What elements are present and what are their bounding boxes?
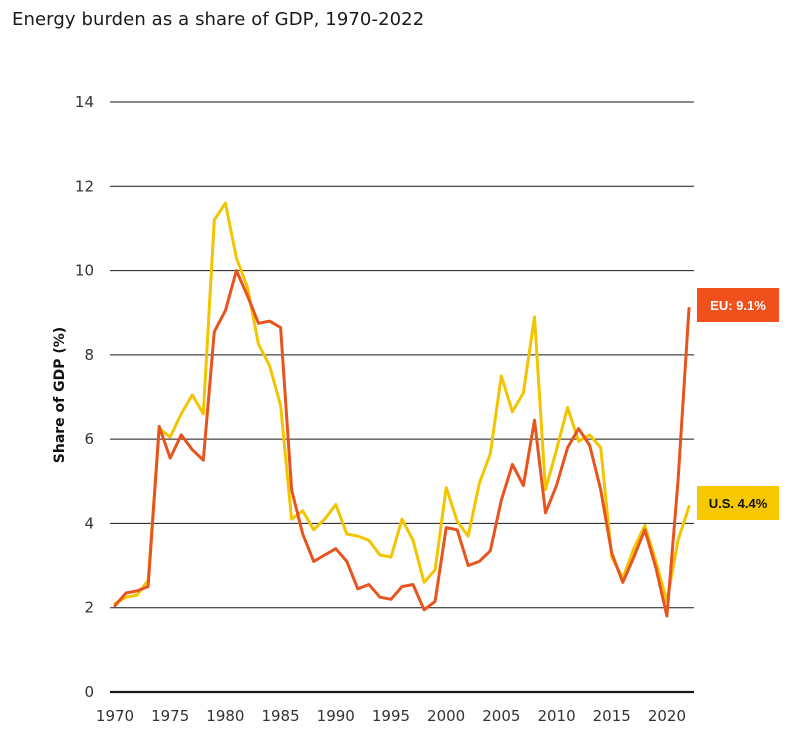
x-tick-label: 1985 (261, 707, 299, 725)
x-tick-label: 2010 (537, 707, 575, 725)
series-line-eu (113, 269, 691, 618)
x-tick-label: 1980 (206, 707, 244, 725)
y-tick-label: 12 (75, 177, 94, 195)
grid-lines (110, 101, 694, 694)
y-tick-label: 6 (84, 430, 94, 448)
x-tick-label: 1970 (96, 707, 134, 725)
x-tick-label: 1995 (372, 707, 410, 725)
x-tick-label: 2005 (482, 707, 520, 725)
series-line-us (113, 201, 691, 605)
x-axis-ticks: 1970 1975 1980 1985 1990 1995 2000 2005 2010 2015… (96, 707, 686, 725)
y-tick-label: 10 (75, 262, 94, 280)
x-tick-label: 2020 (648, 707, 686, 725)
end-label-text-eu: EU: 9.1% (710, 298, 766, 313)
x-tick-label: 1975 (151, 707, 189, 725)
end-label-text-us: U.S. 4.4% (709, 496, 768, 511)
y-tick-label: 2 (84, 599, 94, 617)
end-label-box-eu (697, 288, 779, 322)
y-tick-label: 14 (75, 93, 94, 111)
x-tick-label: 2015 (593, 707, 631, 725)
y-tick-label: 8 (84, 346, 94, 364)
x-tick-label: 1990 (317, 707, 355, 725)
series-end-labels: EU: 9.1% U.S. 4.4% (697, 288, 779, 520)
chart-title: Energy burden as a share of GDP, 1970-20… (12, 9, 425, 30)
end-label-box-us (697, 486, 779, 520)
x-tick-label: 2000 (427, 707, 465, 725)
y-tick-label: 0 (84, 683, 94, 701)
y-tick-label: 4 (84, 514, 94, 532)
y-axis-label: Share of GDP (%) (52, 327, 68, 463)
series-lines (113, 201, 691, 618)
y-axis-ticks: 0 2 4 6 8 10 12 14 (75, 93, 94, 701)
